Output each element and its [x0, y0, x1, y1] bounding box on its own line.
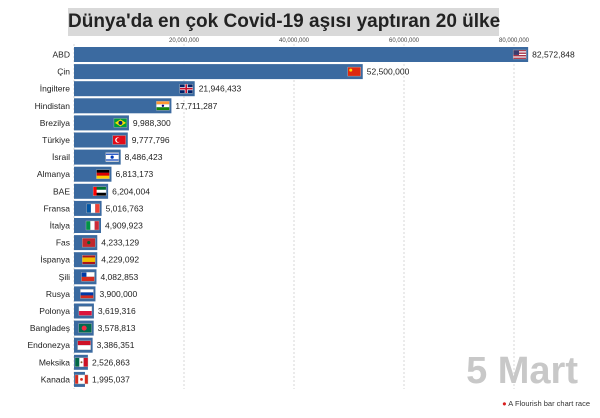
- value-label: 4,229,092: [101, 255, 139, 265]
- bar-1: [74, 47, 529, 62]
- value-label: 5,016,763: [106, 203, 144, 213]
- gb-flag-icon: [179, 83, 193, 94]
- value-label: 3,619,316: [98, 306, 136, 316]
- category-label: Bangladeş: [30, 323, 70, 333]
- in-flag-icon: [156, 101, 170, 111]
- category-label: İtalya: [50, 221, 71, 231]
- x-tick-label: 40,000,000: [279, 38, 310, 44]
- de-flag-icon: [96, 169, 110, 179]
- category-label: İspanya: [40, 255, 70, 265]
- cl-flag-icon: [81, 272, 95, 282]
- category-label: Endonezya: [27, 340, 70, 350]
- category-label: ABD: [53, 50, 70, 60]
- il-flag-icon: [105, 152, 119, 162]
- tr-flag-icon: [112, 135, 126, 145]
- x-tick-label: 80,000,000: [499, 38, 530, 44]
- category-label: BAE: [53, 186, 70, 196]
- value-label: 6,204,004: [112, 186, 150, 196]
- flourish-logo-icon: ●: [502, 399, 507, 408]
- date-label: 5 Mart: [466, 350, 578, 392]
- credit-text: A Flourish bar chart race: [508, 399, 590, 408]
- value-label: 8,486,423: [125, 152, 163, 162]
- x-tick-label: 60,000,000: [389, 38, 420, 44]
- value-label: 4,909,923: [105, 221, 143, 231]
- value-label: 21,946,433: [199, 84, 242, 94]
- category-label: Fransa: [44, 203, 71, 213]
- value-label: 3,900,000: [99, 289, 137, 299]
- category-label: Şili: [59, 272, 70, 282]
- category-label: Türkiye: [42, 135, 70, 145]
- value-label: 6,813,173: [115, 169, 153, 179]
- category-label: İsrail: [52, 152, 70, 162]
- category-label: Hindistan: [35, 101, 71, 111]
- category-label: Meksika: [39, 357, 70, 367]
- ca-flag-icon: [74, 374, 89, 385]
- mx-flag-icon: [74, 357, 89, 367]
- value-label: 3,578,813: [98, 323, 136, 333]
- fr-flag-icon: [86, 203, 100, 214]
- category-label: Fas: [56, 238, 70, 248]
- flourish-credit[interactable]: ● A Flourish bar chart race: [502, 399, 590, 408]
- es-flag-icon: [82, 254, 96, 265]
- pl-flag-icon: [78, 306, 93, 316]
- br-flag-icon: [113, 118, 128, 128]
- title-band: [68, 8, 499, 36]
- id-flag-icon: [77, 340, 91, 350]
- bar-4: [74, 98, 172, 114]
- value-label: 1,995,037: [92, 374, 130, 384]
- category-label: İngiltere: [40, 84, 71, 94]
- category-label: Polonya: [39, 306, 70, 316]
- value-label: 9,777,796: [132, 135, 170, 145]
- it-flag-icon: [85, 220, 100, 231]
- value-label: 17,711,287: [175, 101, 217, 111]
- value-label: 9,988,300: [133, 118, 171, 128]
- value-label: 2,526,863: [92, 357, 130, 367]
- cn-flag-icon: [347, 66, 361, 77]
- value-label: 3,386,351: [97, 340, 135, 350]
- value-label: 82,572,848: [532, 50, 575, 60]
- bar-3: [74, 81, 195, 97]
- bd-flag-icon: [78, 323, 92, 333]
- category-label: Çin: [57, 67, 70, 77]
- value-label: 4,082,853: [100, 272, 138, 282]
- us-flag-icon: [512, 49, 527, 60]
- category-label: Almanya: [37, 169, 70, 179]
- category-label: Brezilya: [40, 118, 71, 128]
- ae-flag-icon: [92, 186, 107, 197]
- x-tick-label: 20,000,000: [169, 38, 200, 44]
- value-label: 52,500,000: [367, 67, 410, 77]
- bar-2: [74, 64, 363, 80]
- value-label: 4,233,129: [101, 238, 139, 248]
- ma-flag-icon: [82, 237, 96, 248]
- ru-flag-icon: [80, 289, 94, 299]
- chart-title: Dünya'da en çok Covid-19 aşısı yaptıran …: [68, 11, 501, 32]
- category-label: Kanada: [41, 374, 71, 384]
- category-label: Rusya: [46, 289, 70, 299]
